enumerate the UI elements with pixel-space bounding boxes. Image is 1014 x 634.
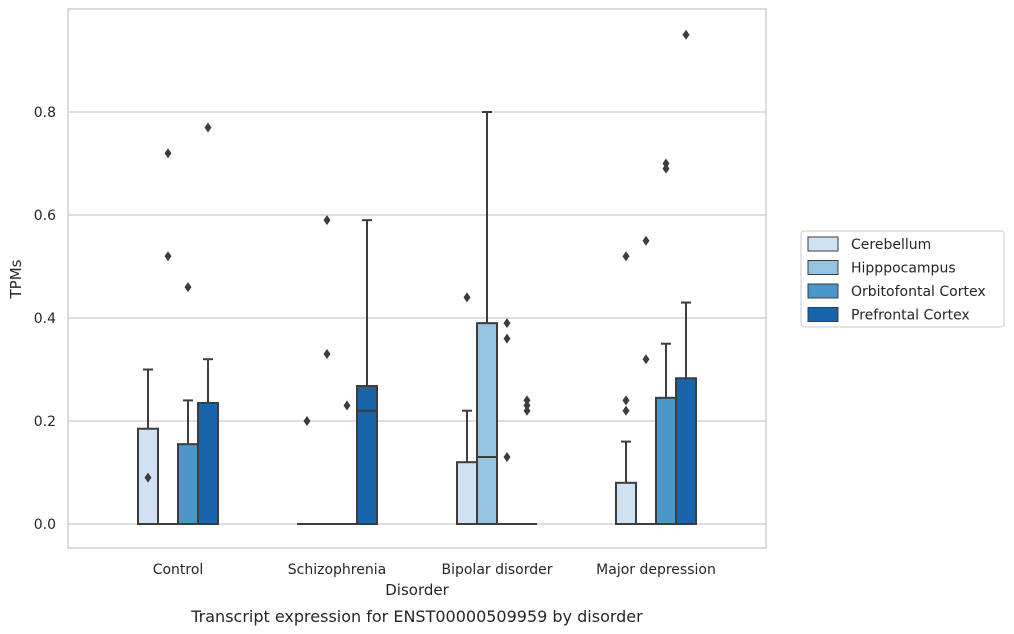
outlier-point bbox=[622, 395, 630, 406]
box-hipppocampus-3 bbox=[636, 235, 656, 525]
box-orbitofontal-cortex-1 bbox=[337, 400, 357, 525]
box-body bbox=[655, 396, 677, 526]
outlier-point bbox=[642, 235, 650, 246]
box-prefrontal-cortex-2 bbox=[517, 395, 537, 525]
y-tick-labels: 0.0 0.2 0.4 0.6 0.8 bbox=[34, 105, 56, 533]
outlier-point bbox=[662, 163, 670, 174]
y-tick-label: 0.8 bbox=[34, 105, 56, 121]
y-tick-label: 0.2 bbox=[34, 414, 56, 430]
box-hipppocampus-1 bbox=[317, 215, 337, 525]
box-hipppocampus-0 bbox=[158, 148, 178, 525]
legend-frame bbox=[800, 230, 1005, 328]
box-cerebellum-2 bbox=[456, 292, 478, 526]
box-cerebellum-1 bbox=[297, 416, 317, 525]
box-plot-marks bbox=[137, 29, 697, 526]
outlier-point bbox=[323, 215, 331, 226]
legend-label: Cerebellum bbox=[851, 237, 931, 253]
x-axis-label: Disorder bbox=[385, 581, 449, 599]
box-body bbox=[675, 377, 697, 525]
outlier-point bbox=[662, 158, 670, 169]
outlier-point bbox=[523, 400, 531, 411]
plot-area-frame bbox=[67, 8, 767, 549]
box-cerebellum-0 bbox=[137, 368, 159, 526]
x-tick-label: Major depression bbox=[596, 562, 716, 578]
outlier-point bbox=[463, 292, 471, 303]
y-tick-label: 0.6 bbox=[34, 208, 56, 224]
outlier-point bbox=[523, 395, 531, 406]
legend-swatch bbox=[807, 236, 839, 252]
outlier-point bbox=[503, 318, 511, 329]
box-orbitofontal-cortex-2 bbox=[497, 318, 517, 525]
box-body bbox=[615, 481, 637, 525]
legend-label: Orbitofontal Cortex bbox=[851, 284, 986, 300]
outlier-point bbox=[343, 400, 351, 411]
outlier-point bbox=[303, 416, 311, 426]
box-prefrontal-cortex-1 bbox=[356, 219, 378, 526]
outlier-point bbox=[144, 472, 152, 483]
legend-swatch bbox=[807, 283, 839, 299]
outlier-point bbox=[164, 251, 172, 262]
outlier-point bbox=[184, 282, 192, 293]
box-prefrontal-cortex-0 bbox=[197, 122, 219, 526]
box-body bbox=[356, 384, 378, 526]
box-body bbox=[476, 322, 498, 525]
box-body bbox=[456, 461, 478, 526]
box-body bbox=[197, 401, 219, 526]
outlier-point bbox=[503, 452, 511, 463]
outlier-point bbox=[323, 349, 331, 360]
y-axis-label: TPMs bbox=[7, 259, 25, 299]
outlier-point bbox=[682, 29, 690, 40]
outlier-point bbox=[622, 405, 630, 416]
legend: Cerebellum Hipppocampus Orbitofontal Corte… bbox=[800, 230, 1005, 328]
chart-caption: Transcript expression for ENST0000050995… bbox=[190, 607, 643, 626]
box-orbitofontal-cortex-3 bbox=[655, 158, 677, 526]
outlier-point bbox=[164, 148, 172, 159]
y-tick-label: 0.4 bbox=[34, 311, 56, 327]
legend-swatch bbox=[807, 307, 839, 322]
outlier-point bbox=[642, 354, 650, 365]
legend-label: Hipppocampus bbox=[851, 261, 956, 277]
outlier-point bbox=[523, 405, 531, 416]
outlier-point bbox=[503, 333, 511, 344]
box-orbitofontal-cortex-0 bbox=[177, 282, 199, 525]
legend-swatch bbox=[807, 260, 839, 275]
outlier-point bbox=[622, 251, 630, 262]
x-tick-labels: Control Schizophrenia Bipolar disorder Majo… bbox=[153, 562, 716, 578]
y-tick-label: 0.0 bbox=[34, 517, 56, 533]
legend-label: Prefrontal Cortex bbox=[851, 308, 970, 324]
x-tick-label: Schizophrenia bbox=[288, 562, 386, 578]
x-tick-label: Control bbox=[153, 562, 204, 578]
box-prefrontal-cortex-3 bbox=[675, 29, 697, 525]
box-body bbox=[177, 443, 199, 525]
box-cerebellum-3 bbox=[615, 251, 637, 525]
box-hipppocampus-2 bbox=[476, 111, 498, 525]
outlier-point bbox=[204, 122, 212, 133]
x-tick-label: Bipolar disorder bbox=[441, 562, 552, 578]
